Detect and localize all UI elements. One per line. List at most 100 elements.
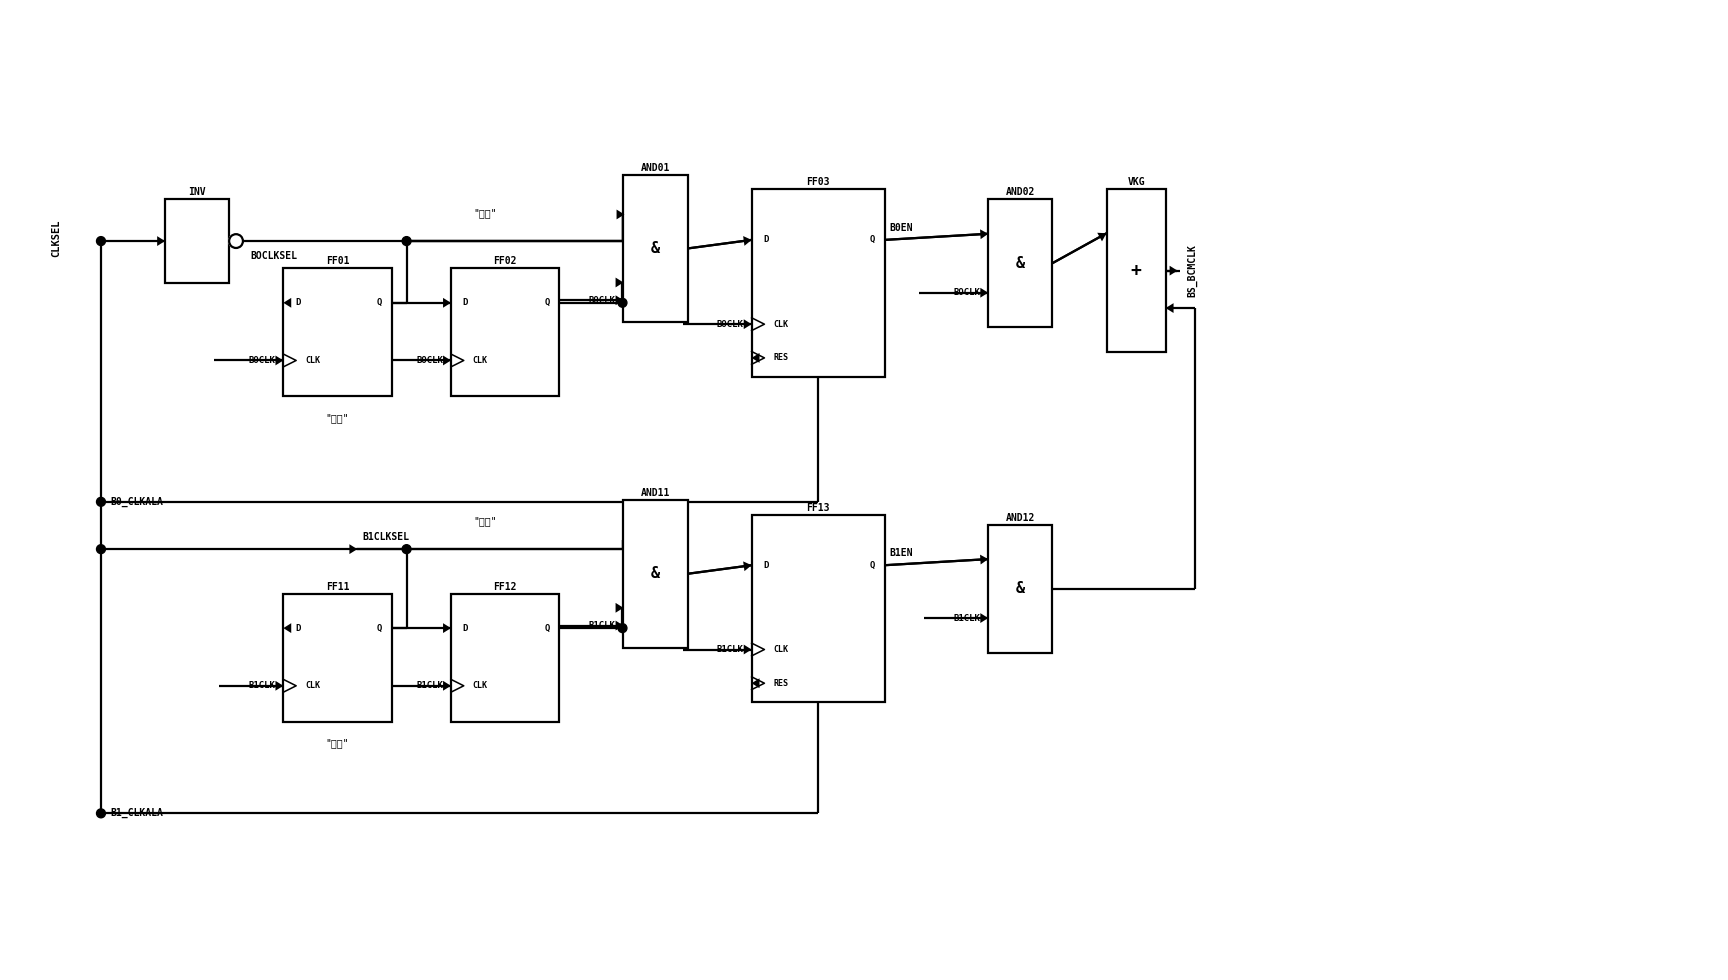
Bar — [624, 500, 688, 648]
Text: Q: Q — [869, 561, 874, 569]
Polygon shape — [283, 298, 292, 308]
Polygon shape — [275, 681, 283, 691]
Polygon shape — [349, 544, 358, 554]
Text: B1_CLKALA: B1_CLKALA — [111, 808, 164, 818]
Circle shape — [403, 545, 411, 554]
Circle shape — [97, 236, 105, 246]
Text: &: & — [651, 241, 660, 256]
Text: B1EN: B1EN — [890, 549, 912, 559]
Polygon shape — [980, 555, 988, 564]
Text: "断开": "断开" — [473, 209, 498, 219]
Polygon shape — [743, 236, 752, 246]
Text: Q: Q — [377, 298, 382, 308]
Polygon shape — [442, 681, 451, 691]
Text: &: & — [1016, 581, 1025, 596]
Bar — [624, 174, 688, 322]
Bar — [988, 524, 1052, 653]
Polygon shape — [1170, 266, 1177, 275]
Text: Q: Q — [544, 298, 550, 308]
Text: B1CLK: B1CLK — [416, 681, 442, 690]
Text: B0EN: B0EN — [890, 223, 912, 233]
Polygon shape — [442, 298, 451, 308]
Text: AND02: AND02 — [1006, 187, 1035, 197]
Text: BOCLK: BOCLK — [416, 356, 442, 365]
Text: Q: Q — [377, 623, 382, 633]
Circle shape — [97, 498, 105, 507]
Text: FF02: FF02 — [494, 257, 517, 267]
Polygon shape — [1097, 232, 1106, 241]
Text: B1CLK: B1CLK — [589, 621, 615, 630]
Text: BOCLK: BOCLK — [589, 296, 615, 305]
Polygon shape — [615, 277, 624, 287]
Text: BOCLK: BOCLK — [954, 288, 980, 297]
Bar — [283, 269, 392, 396]
Circle shape — [97, 808, 105, 817]
Text: INV: INV — [188, 187, 206, 197]
Circle shape — [97, 545, 105, 554]
Text: BOCLK: BOCLK — [249, 356, 275, 365]
Text: CLK: CLK — [473, 681, 487, 690]
Polygon shape — [442, 623, 451, 633]
Bar — [451, 269, 560, 396]
Text: FF13: FF13 — [807, 503, 829, 513]
Text: BOCLKSEL: BOCLKSEL — [251, 251, 297, 261]
Polygon shape — [275, 356, 283, 366]
Text: BS_BCMCLK: BS_BCMCLK — [1187, 244, 1198, 297]
Circle shape — [230, 234, 244, 248]
Bar — [283, 594, 392, 721]
Text: FF11: FF11 — [327, 581, 349, 592]
Text: D: D — [764, 561, 769, 569]
Text: D: D — [295, 623, 301, 633]
Text: FF12: FF12 — [494, 581, 517, 592]
Circle shape — [403, 236, 411, 246]
Text: "断开": "断开" — [473, 516, 498, 526]
Text: CLK: CLK — [774, 319, 788, 328]
Polygon shape — [615, 603, 624, 612]
Polygon shape — [752, 353, 760, 363]
Circle shape — [619, 623, 627, 632]
Text: B1CLK: B1CLK — [717, 645, 743, 654]
Polygon shape — [283, 623, 292, 633]
Text: RES: RES — [774, 354, 788, 363]
Text: FF03: FF03 — [807, 177, 829, 187]
Bar — [166, 199, 230, 283]
Text: Q: Q — [544, 623, 550, 633]
Polygon shape — [1166, 303, 1173, 313]
Text: B1CLK: B1CLK — [954, 613, 980, 622]
Polygon shape — [442, 356, 451, 366]
Polygon shape — [980, 613, 988, 623]
Text: AND11: AND11 — [641, 488, 670, 498]
Text: VKG: VKG — [1127, 177, 1146, 187]
Text: CLK: CLK — [306, 681, 320, 690]
Polygon shape — [743, 319, 752, 329]
Text: FF01: FF01 — [327, 257, 349, 267]
Text: Q: Q — [869, 235, 874, 244]
Bar — [988, 199, 1052, 327]
Bar — [752, 189, 885, 376]
Text: RES: RES — [774, 679, 788, 688]
Text: CLKSEL: CLKSEL — [52, 220, 62, 258]
Text: B1CLK: B1CLK — [249, 681, 275, 690]
Text: D: D — [463, 298, 468, 308]
Circle shape — [619, 298, 627, 307]
Text: &: & — [651, 566, 660, 581]
Text: AND12: AND12 — [1006, 513, 1035, 522]
Text: CLK: CLK — [774, 645, 788, 654]
Text: &: & — [1016, 256, 1025, 270]
Text: B0_CLKALA: B0_CLKALA — [111, 497, 164, 507]
Text: CLK: CLK — [306, 356, 320, 365]
Polygon shape — [743, 562, 752, 571]
Bar — [1106, 189, 1166, 352]
Text: BOCLK: BOCLK — [717, 319, 743, 328]
Text: D: D — [295, 298, 301, 308]
Text: "连通": "连通" — [327, 738, 349, 749]
Polygon shape — [752, 678, 760, 688]
Text: +: + — [1130, 262, 1142, 279]
Polygon shape — [617, 210, 624, 220]
Polygon shape — [157, 236, 166, 246]
Text: B1CLKSEL: B1CLKSEL — [363, 532, 410, 542]
Polygon shape — [980, 229, 988, 239]
Text: "连通": "连通" — [327, 413, 349, 423]
Polygon shape — [615, 295, 624, 305]
Text: D: D — [764, 235, 769, 244]
